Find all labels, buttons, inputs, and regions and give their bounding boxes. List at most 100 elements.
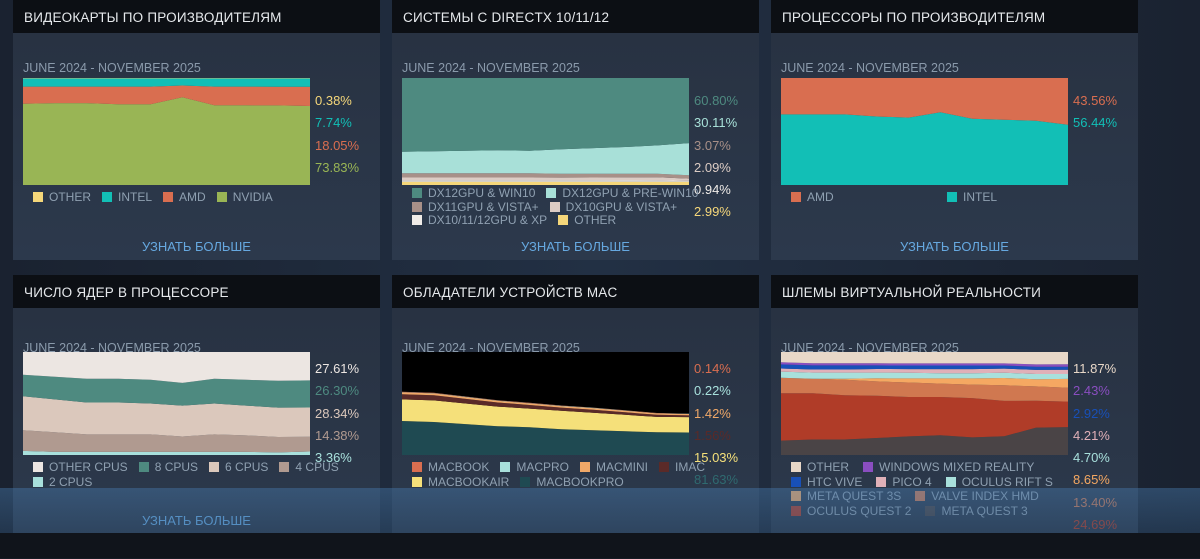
legend-swatch [412, 477, 422, 487]
percent-label: 60.80% [694, 90, 738, 112]
learn-more-button[interactable]: УЗНАТЬ БОЛЬШЕ [392, 239, 759, 254]
percent-labels: 0.38%7.74%18.05%73.83% [315, 90, 359, 179]
legend-swatch [209, 462, 219, 472]
legend-label: MACPRO [516, 460, 569, 474]
legend-swatch [876, 477, 886, 487]
legend-item: MACBOOKPRO [520, 475, 623, 490]
legend-label: OCULUS RIFT S [962, 475, 1053, 489]
chart-svg [781, 352, 1068, 455]
legend-label: MACBOOKAIR [428, 475, 509, 489]
legend-item: OCULUS RIFT S [946, 475, 1053, 490]
legend-label: MACMINI [596, 460, 648, 474]
legend-swatch [791, 477, 801, 487]
percent-label: 2.43% [1073, 380, 1117, 402]
legend-label: 6 CPUS [225, 460, 268, 474]
legend-swatch [412, 215, 422, 225]
legend-label: DX11GPU & VISTA+ [428, 200, 539, 214]
percent-label: 14.38% [315, 425, 359, 447]
legend-swatch [580, 462, 590, 472]
legend-item: DX11GPU & VISTA+ [412, 201, 539, 215]
chart-svg [23, 78, 310, 185]
legend-swatch [33, 192, 43, 202]
card-title: ЧИСЛО ЯДЕР В ПРОЦЕССОРЕ [13, 275, 380, 308]
legend-label: AMD [179, 190, 206, 204]
legend-item: VALVE INDEX HMD [915, 489, 1039, 504]
legend-label: OTHER [574, 213, 616, 227]
legend-swatch [412, 202, 422, 212]
percent-label: 18.05% [315, 135, 359, 157]
legend-label: DX12GPU & WIN10 [428, 186, 535, 200]
area-intel [781, 112, 1068, 185]
chart-svg [23, 352, 310, 455]
legend-item: DX12GPU & PRE-WIN10 [546, 187, 698, 201]
percent-label: 2.09% [694, 157, 738, 179]
legend-item: WINDOWS MIXED REALITY [863, 460, 1034, 475]
area-chart [781, 78, 1068, 185]
legend-swatch [558, 215, 568, 225]
learn-more-button[interactable]: УЗНАТЬ БОЛЬШЕ [13, 239, 380, 254]
legend-swatch [279, 462, 289, 472]
legend-label: INTEL [963, 190, 997, 204]
area-other [781, 352, 1068, 364]
date-range: JUNE 2024 - NOVEMBER 2025 [402, 61, 580, 75]
legend-item: INTEL [102, 190, 152, 205]
legend-swatch [791, 491, 801, 501]
legend-swatch [412, 188, 422, 198]
legend-swatch [791, 506, 801, 516]
legend-item: OTHER CPUS [33, 460, 128, 475]
legend-label: META QUEST 3S [807, 489, 901, 503]
legend-label: DX10GPU & VISTA+ [566, 200, 678, 214]
legend-item: NVIDIA [217, 190, 273, 205]
legend-item: AMD [163, 190, 206, 205]
learn-more-button[interactable]: УЗНАТЬ БОЛЬШЕ [771, 239, 1138, 254]
percent-label: 73.83% [315, 157, 359, 179]
percent-label: 2.92% [1073, 403, 1117, 425]
legend-item: PICO 4 [876, 475, 931, 490]
legend-label: AMD [807, 190, 834, 204]
legend-label: VALVE INDEX HMD [931, 489, 1039, 503]
legend-label: 4 CPUS [295, 460, 338, 474]
legend-item: MACBOOK [412, 460, 489, 475]
legend-label: HTC VIVE [807, 475, 862, 489]
percent-label: 26.30% [315, 380, 359, 402]
legend-swatch [947, 192, 957, 202]
legend-swatch [550, 202, 560, 212]
legend-label: 2 CPUS [49, 475, 92, 489]
legend-item: OTHER [558, 214, 616, 228]
legend-label: OTHER CPUS [49, 460, 128, 474]
legend-swatch [925, 506, 935, 516]
area-nvidia [23, 97, 310, 185]
card-title: ШЛЕМЫ ВИРТУАЛЬНОЙ РЕАЛЬНОСТИ [771, 275, 1138, 308]
legend-item: MACBOOKAIR [412, 475, 509, 490]
legend-label: OTHER [807, 460, 849, 474]
legend-item: DX10/11/12GPU & XP [412, 214, 547, 228]
percent-label: 28.34% [315, 403, 359, 425]
legend-swatch [217, 192, 227, 202]
card-title: ОБЛАДАТЕЛИ УСТРОЙСТВ MAC [392, 275, 759, 308]
legend-label: DX12GPU & PRE-WIN10 [562, 186, 698, 200]
percent-label: 30.11% [694, 112, 738, 134]
legend-swatch [791, 462, 801, 472]
legend-swatch [102, 192, 112, 202]
percent-label: 0.38% [315, 90, 359, 112]
legend-label: IMAC [675, 460, 705, 474]
legend: OTHER CPUS 8 CPUS 6 CPUS 4 CPUS 2 CPUS [33, 460, 373, 489]
learn-more-button[interactable]: УЗНАТЬ БОЛЬШЕ [13, 513, 380, 528]
legend-label: 8 CPUS [155, 460, 198, 474]
area-chart [23, 352, 310, 455]
legend-swatch [33, 462, 43, 472]
percent-label: 43.56% [1073, 90, 1117, 112]
area-chart [402, 352, 689, 455]
percent-label: 1.42% [694, 403, 738, 425]
legend-item: AMD [791, 190, 947, 205]
area-dx12gpu-win10 [402, 78, 689, 152]
percent-labels: 11.87%2.43%2.92%4.21%4.70%8.65%13.40%24.… [1073, 358, 1117, 559]
legend-item: OTHER [33, 190, 91, 205]
legend-item: INTEL [947, 190, 1075, 205]
legend-item: 2 CPUS [33, 475, 92, 490]
